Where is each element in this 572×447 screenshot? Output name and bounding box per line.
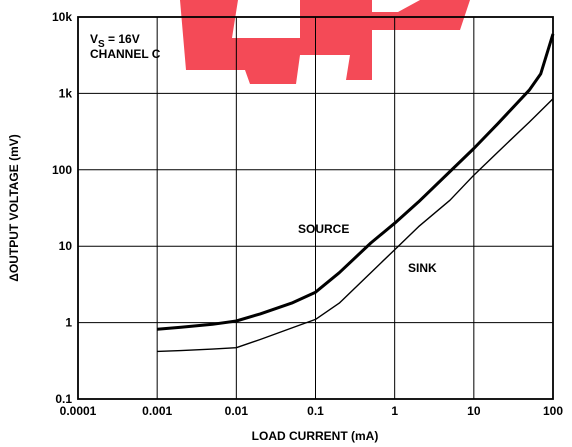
- y-tick-label: 1k: [59, 86, 73, 100]
- vs-prefix: V: [90, 32, 98, 46]
- series-line-sink: [157, 98, 554, 353]
- x-tick-label: 1: [391, 404, 398, 418]
- vs-subscript: S: [98, 39, 105, 50]
- y-tick-label: 0.1: [55, 392, 72, 406]
- y-tick-label: 10: [59, 239, 73, 253]
- x-tick-label: 100: [543, 404, 563, 418]
- y-tick-label: 10k: [52, 10, 72, 24]
- x-tick-label: 10: [467, 404, 481, 418]
- supply-voltage-annotation: VS = 16V: [90, 32, 140, 50]
- y-tick-labels: 0.1 1 10 100 1k 10k: [52, 10, 72, 406]
- series-label-source: SOURCE: [298, 222, 349, 236]
- watermark: [180, 0, 470, 84]
- y-axis-label: ΔOUTPUT VOLTAGE (mV): [7, 134, 21, 282]
- x-tick-label: 0.1: [307, 404, 324, 418]
- x-tick-label: 0.0001: [60, 404, 97, 418]
- grid: [78, 17, 553, 399]
- y-tick-label: 100: [52, 163, 72, 177]
- x-axis-label: LOAD CURRENT (mA): [252, 429, 379, 443]
- x-tick-labels: 0.0001 0.001 0.01 0.1 1 10 100: [60, 404, 564, 418]
- y-tick-label: 1: [65, 316, 72, 330]
- channel-annotation: CHANNEL C: [90, 47, 161, 61]
- series-line-source: [157, 33, 555, 331]
- plot-frame: [77, 16, 554, 400]
- series-label-sink: SINK: [408, 261, 437, 275]
- x-tick-label: 0.01: [225, 404, 249, 418]
- vs-value: = 16V: [105, 32, 140, 46]
- series-layer: [157, 33, 555, 353]
- x-tick-label: 0.001: [142, 404, 172, 418]
